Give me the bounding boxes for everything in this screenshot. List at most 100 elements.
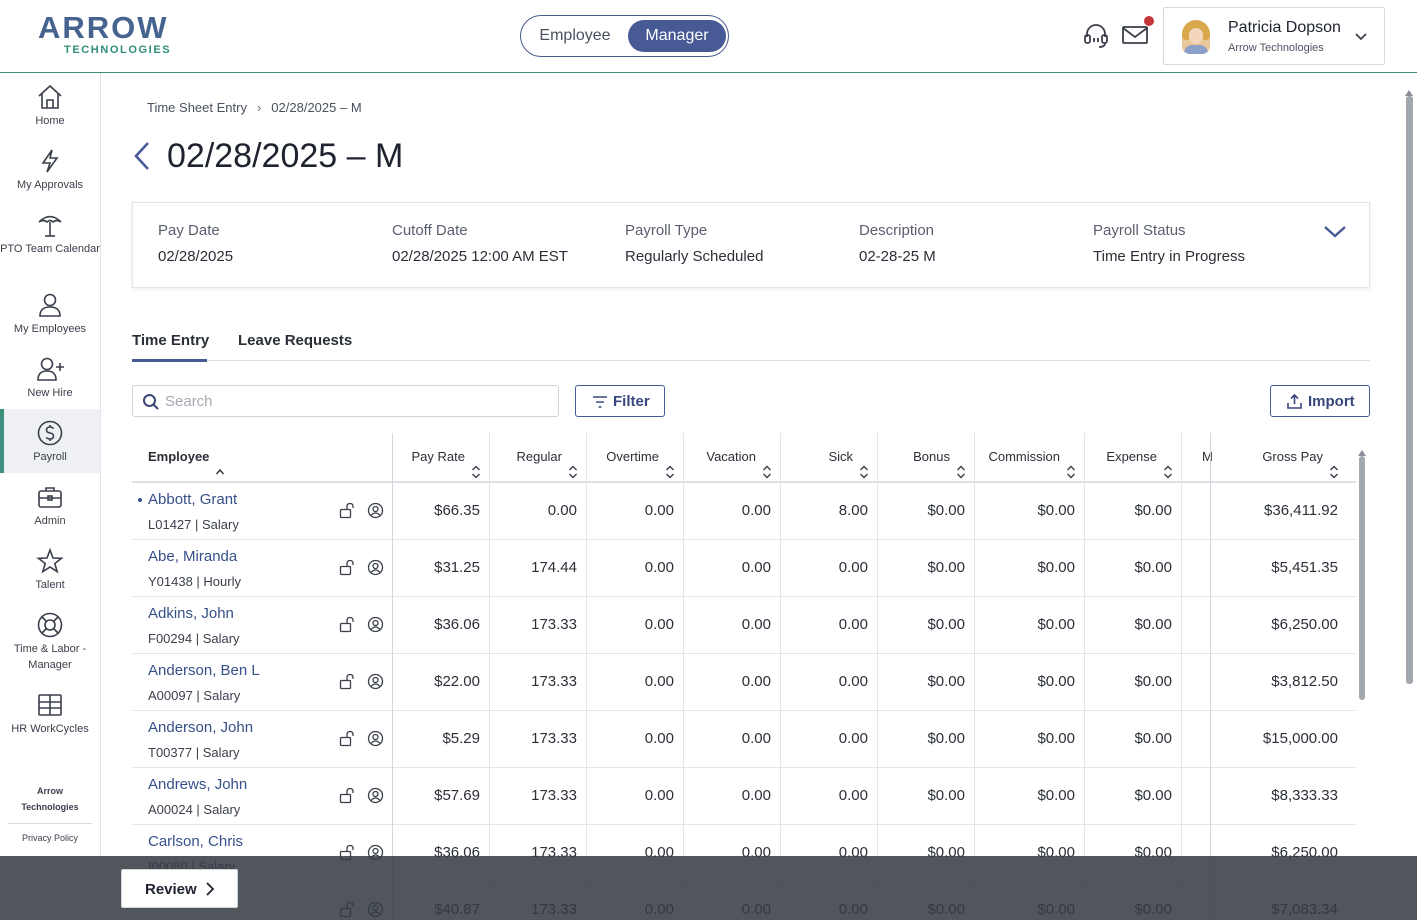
cell-bonus[interactable]: $0.00: [927, 502, 965, 519]
cell-bonus[interactable]: $0.00: [927, 559, 965, 576]
column-divider[interactable]: [392, 433, 393, 920]
cell-gross-pay[interactable]: $8,333.33: [1271, 787, 1338, 804]
page-scrollbar[interactable]: [1406, 96, 1413, 684]
privacy-policy-link[interactable]: Privacy Policy: [21, 833, 78, 843]
column-header-expense[interactable]: Expense: [1106, 433, 1173, 481]
sidebar-item-pto-team-calendar[interactable]: PTO Team Calendar: [0, 201, 100, 281]
role-employee-option[interactable]: Employee: [539, 27, 611, 44]
profile-icon[interactable]: [367, 616, 384, 633]
cell-bonus[interactable]: $0.00: [927, 730, 965, 747]
filter-button[interactable]: Filter: [575, 385, 665, 417]
cell-sick[interactable]: 0.00: [838, 616, 868, 633]
cell-sick[interactable]: 0.00: [838, 787, 868, 804]
cell-regular[interactable]: 173.33: [531, 730, 577, 747]
cell-commission[interactable]: $0.00: [1037, 616, 1075, 633]
cell-commission[interactable]: $0.00: [1037, 502, 1075, 519]
cell-commission[interactable]: $0.00: [1037, 787, 1075, 804]
table-row[interactable]: Andrews, John A00024 | Salary $57.69 173.33…: [132, 768, 1356, 825]
cell-bonus[interactable]: $0.00: [927, 616, 965, 633]
cell-gross-pay[interactable]: $15,000.00: [1262, 730, 1338, 747]
cell-vacation[interactable]: 0.00: [741, 787, 771, 804]
page-scroll-up-icon[interactable]: [1405, 83, 1413, 96]
employee-name-link[interactable]: Carlson, Chris: [148, 833, 244, 850]
sidebar-item-time-labor-manager[interactable]: Time & Labor - Manager: [0, 601, 100, 681]
cell-commission[interactable]: $0.00: [1037, 730, 1075, 747]
tab-time-entry[interactable]: Time Entry: [132, 332, 210, 362]
cell-expense[interactable]: $0.00: [1134, 673, 1172, 690]
column-header-employee[interactable]: Employee: [148, 433, 225, 481]
profile-icon[interactable]: [367, 787, 384, 804]
cell-expense[interactable]: $0.00: [1134, 787, 1172, 804]
cell-pay-rate[interactable]: $36.06: [434, 616, 480, 633]
back-arrow-icon[interactable]: [131, 140, 153, 172]
mail-icon[interactable]: [1120, 20, 1150, 50]
headset-support-icon[interactable]: [1081, 20, 1111, 50]
cell-expense[interactable]: $0.00: [1134, 730, 1172, 747]
role-manager-option[interactable]: Manager: [628, 20, 726, 52]
cell-overtime[interactable]: 0.00: [644, 559, 674, 576]
unlock-icon[interactable]: [339, 787, 356, 804]
unlock-icon[interactable]: [339, 616, 356, 633]
table-scroll-up-icon[interactable]: [1358, 443, 1366, 456]
column-header-commission[interactable]: Commission: [988, 433, 1076, 481]
cell-pay-rate[interactable]: $5.29: [442, 730, 480, 747]
employee-name-link[interactable]: Anderson, Ben L: [148, 662, 260, 679]
cell-regular[interactable]: 0.00: [547, 502, 577, 519]
sidebar-item-payroll[interactable]: Payroll: [0, 409, 100, 473]
unlock-icon[interactable]: [339, 502, 356, 519]
sidebar-item-my-approvals[interactable]: My Approvals: [0, 137, 100, 201]
column-header-m[interactable]: M: [1202, 433, 1213, 481]
employee-name-link[interactable]: Adkins, John: [148, 605, 234, 622]
cell-regular[interactable]: 173.33: [531, 673, 577, 690]
column-header-gross-pay[interactable]: Gross Pay: [1262, 433, 1339, 481]
cell-overtime[interactable]: 0.00: [644, 787, 674, 804]
cell-commission[interactable]: $0.00: [1037, 673, 1075, 690]
cell-expense[interactable]: $0.00: [1134, 502, 1172, 519]
cell-regular[interactable]: 173.33: [531, 787, 577, 804]
cell-expense[interactable]: $0.00: [1134, 559, 1172, 576]
arrow-technologies-logo[interactable]: ARROW TECHNOLOGIES: [38, 12, 170, 60]
cell-pay-rate[interactable]: $31.25: [434, 559, 480, 576]
cell-overtime[interactable]: 0.00: [644, 502, 674, 519]
cell-pay-rate[interactable]: $57.69: [434, 787, 480, 804]
cell-sick[interactable]: 0.00: [838, 559, 868, 576]
unlock-icon[interactable]: [339, 559, 356, 576]
sidebar-item-admin[interactable]: Admin: [0, 473, 100, 537]
cell-expense[interactable]: $0.00: [1134, 616, 1172, 633]
table-row[interactable]: Abbott, Grant L01427 | Salary $66.35 0.00 0.…: [132, 483, 1356, 540]
import-button[interactable]: Import: [1270, 385, 1370, 417]
employee-name-link[interactable]: Anderson, John: [148, 719, 254, 736]
cell-sick[interactable]: 8.00: [838, 502, 868, 519]
breadcrumb-parent-link[interactable]: Time Sheet Entry: [147, 100, 247, 115]
column-header-overtime[interactable]: Overtime: [606, 433, 675, 481]
profile-icon[interactable]: [367, 673, 384, 690]
column-header-pay-rate[interactable]: Pay Rate: [412, 433, 481, 481]
cell-gross-pay[interactable]: $3,812.50: [1271, 673, 1338, 690]
employee-name-link[interactable]: Andrews, John: [148, 776, 248, 793]
employee-name-link[interactable]: Abe, Miranda: [148, 548, 238, 565]
table-row[interactable]: Anderson, John T00377 | Salary $5.29 173.33…: [132, 711, 1356, 768]
cell-overtime[interactable]: 0.00: [644, 616, 674, 633]
cell-vacation[interactable]: 0.00: [741, 730, 771, 747]
cell-sick[interactable]: 0.00: [838, 730, 868, 747]
column-header-sick[interactable]: Sick: [828, 433, 869, 481]
profile-icon[interactable]: [367, 559, 384, 576]
unlock-icon[interactable]: [339, 730, 356, 747]
cell-overtime[interactable]: 0.00: [644, 673, 674, 690]
column-header-bonus[interactable]: Bonus: [913, 433, 966, 481]
table-scrollbar[interactable]: [1359, 456, 1365, 700]
cell-regular[interactable]: 174.44: [531, 559, 577, 576]
cell-gross-pay[interactable]: $6,250.00: [1271, 616, 1338, 633]
cell-vacation[interactable]: 0.00: [741, 559, 771, 576]
unlock-icon[interactable]: [339, 673, 356, 690]
user-menu[interactable]: Patricia Dopson Arrow Technologies: [1163, 7, 1385, 65]
cell-bonus[interactable]: $0.00: [927, 787, 965, 804]
sidebar-item-hr-workcycles[interactable]: HR WorkCycles: [0, 681, 100, 745]
cell-vacation[interactable]: 0.00: [741, 616, 771, 633]
sidebar-item-new-hire[interactable]: New Hire: [0, 345, 100, 409]
cell-regular[interactable]: 173.33: [531, 616, 577, 633]
sidebar-item-talent[interactable]: Talent: [0, 537, 100, 601]
sidebar-item-my-employees[interactable]: My Employees: [0, 281, 100, 345]
search-input[interactable]: [165, 390, 545, 412]
cell-overtime[interactable]: 0.00: [644, 730, 674, 747]
